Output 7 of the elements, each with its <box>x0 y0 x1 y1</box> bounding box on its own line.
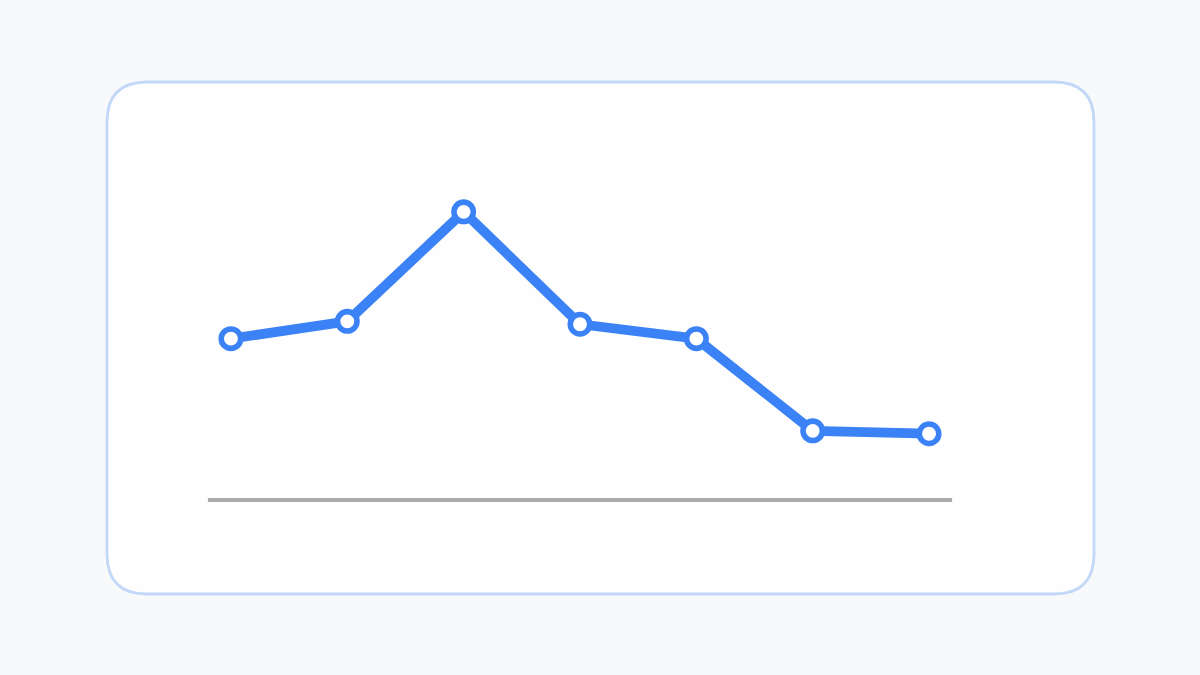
point <box>800 418 826 444</box>
point <box>334 308 360 334</box>
point <box>683 326 709 352</box>
point <box>451 199 477 225</box>
point <box>218 326 244 352</box>
point <box>567 311 593 337</box>
point <box>916 421 942 447</box>
